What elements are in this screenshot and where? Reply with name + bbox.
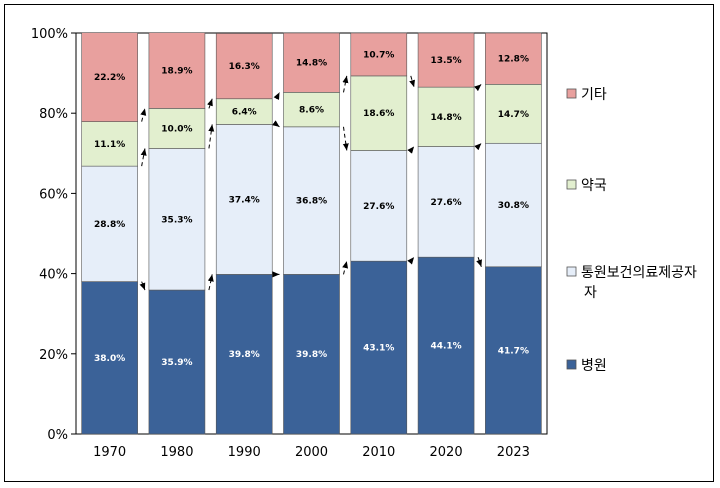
- legend-swatch: [566, 179, 577, 190]
- data-label: 37.4%: [229, 195, 260, 205]
- bar-segment: [283, 32, 340, 93]
- bar-segment: [485, 142, 542, 268]
- data-label: 35.9%: [161, 358, 192, 368]
- bar-segment: [148, 108, 206, 149]
- bar-segment: [283, 126, 340, 275]
- legend-label: 병원: [581, 358, 607, 374]
- trend-arrow: [342, 75, 349, 93]
- bar-segment: [417, 256, 475, 435]
- bar-segment: [417, 86, 475, 147]
- trend-arrow: [474, 142, 482, 151]
- bar-segment: [417, 32, 475, 88]
- chart-frame: [4, 4, 714, 482]
- data-label: 41.7%: [498, 346, 529, 356]
- bar-segment: [350, 32, 408, 77]
- bar-segment: [485, 32, 542, 85]
- trend-arrow: [140, 148, 147, 167]
- bar-segment: [485, 266, 542, 435]
- trend-arrow: [407, 146, 415, 154]
- bar-segment: [215, 98, 273, 125]
- x-tick-label: 2023: [497, 445, 530, 460]
- data-label: 12.8%: [498, 55, 529, 65]
- bar-segment: [148, 289, 206, 435]
- legend-label: 자: [584, 285, 597, 301]
- data-label: 13.5%: [430, 56, 461, 66]
- y-tick-label: 40%: [39, 268, 68, 283]
- bar-segment: [350, 75, 408, 151]
- bar-segment: [215, 33, 273, 100]
- data-label: 44.1%: [430, 342, 461, 352]
- bar-segment: [485, 84, 542, 144]
- trend-arrow: [342, 261, 349, 275]
- x-tick-label: 1990: [228, 445, 261, 460]
- trend-arrow: [409, 75, 415, 88]
- trend-arrow: [207, 98, 213, 109]
- trend-arrow: [407, 256, 415, 265]
- legend-swatch: [566, 88, 577, 99]
- data-label: 36.8%: [296, 197, 327, 207]
- data-label: 43.1%: [363, 344, 394, 354]
- data-label: 22.2%: [94, 73, 125, 83]
- bar-segment: [148, 148, 206, 291]
- data-label: 27.6%: [430, 198, 461, 208]
- bar-segment: [81, 165, 138, 282]
- x-tick-label: 2020: [430, 445, 463, 460]
- bar-segment: [283, 274, 340, 435]
- data-label: 10.0%: [161, 124, 192, 134]
- trend-arrow: [139, 281, 146, 291]
- data-label: 28.8%: [94, 220, 125, 230]
- data-label: 8.6%: [299, 106, 324, 116]
- x-tick-label: 1980: [160, 445, 193, 460]
- data-label: 6.4%: [232, 108, 257, 118]
- x-tick-label: 2000: [295, 445, 328, 460]
- data-label: 35.3%: [161, 215, 192, 225]
- legend-label: 기타: [581, 87, 607, 103]
- data-label: 30.8%: [498, 201, 529, 211]
- trend-arrow: [273, 92, 280, 100]
- data-label: 16.3%: [229, 62, 260, 72]
- y-tick-label: 0%: [47, 428, 68, 443]
- data-label: 14.8%: [430, 113, 461, 123]
- data-label: 14.7%: [498, 110, 529, 120]
- legend-swatch: [566, 359, 577, 370]
- data-label: 18.9%: [161, 66, 192, 76]
- x-tick-label: 1970: [93, 445, 126, 460]
- bar-segment: [215, 274, 273, 435]
- trend-arrow: [342, 126, 349, 151]
- y-tick-label: 60%: [39, 187, 68, 202]
- trend-arrow: [474, 83, 482, 92]
- trend-arrow: [272, 120, 280, 128]
- y-tick-label: 80%: [39, 107, 68, 122]
- y-tick-label: 20%: [39, 348, 68, 363]
- bar-segment: [350, 150, 408, 262]
- data-label: 39.8%: [296, 350, 327, 360]
- bar-segment: [215, 124, 273, 275]
- trend-arrow: [140, 108, 147, 122]
- bar-segment: [350, 260, 408, 435]
- trend-arrow: [208, 124, 215, 149]
- trend-arrow: [207, 274, 214, 291]
- data-label: 14.8%: [296, 59, 327, 69]
- data-label: 11.1%: [94, 140, 125, 150]
- bar-segment: [417, 146, 475, 258]
- trend-arrow: [476, 256, 482, 267]
- legend-label: 통원보건의료제공자: [581, 265, 697, 281]
- legend-swatch: [566, 266, 577, 277]
- bar-segment: [148, 32, 206, 109]
- y-tick-label: 100%: [31, 27, 68, 42]
- legend-label: 약국: [581, 178, 607, 194]
- bar-segment: [81, 121, 138, 167]
- data-label: 27.6%: [363, 202, 394, 212]
- data-label: 39.8%: [229, 350, 260, 360]
- bar-segment: [81, 32, 138, 122]
- data-label: 18.6%: [363, 109, 394, 119]
- bar-segment: [283, 92, 340, 128]
- data-label: 38.0%: [94, 354, 125, 364]
- x-tick-label: 2010: [362, 445, 395, 460]
- data-label: 10.7%: [363, 50, 394, 60]
